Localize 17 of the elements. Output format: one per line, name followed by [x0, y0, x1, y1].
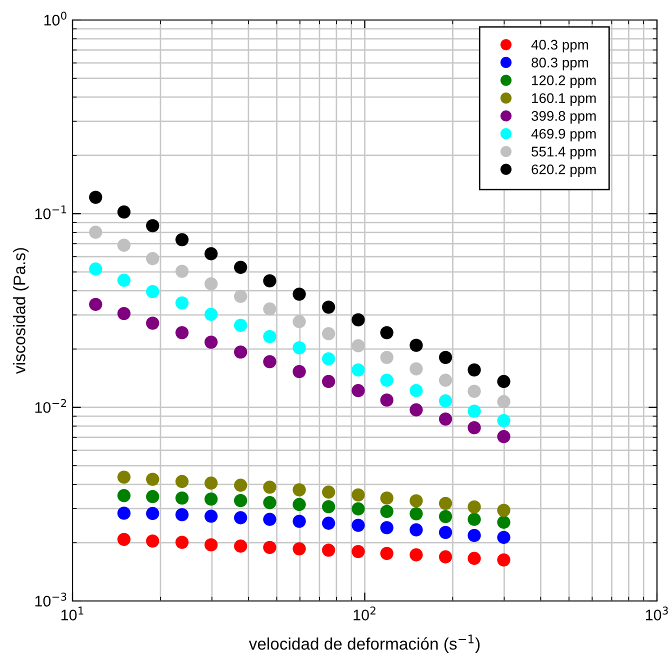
legend-label: 160.1 ppm [532, 93, 596, 106]
legend-label: 620.2 ppm [532, 164, 596, 178]
y-tick-label: 10$^{−1}$ [35, 205, 66, 220]
legend-label: 40.3 ppm [531, 40, 588, 52]
y-tick-label: 10$^{0}$ [44, 12, 66, 26]
x-tick-label: 10$^{2}$ [354, 606, 376, 620]
legend-label: 469.9 ppm [531, 128, 596, 142]
legend-label: 399.8 ppm [532, 111, 596, 124]
legend-label: 80.3 ppm [532, 58, 588, 70]
x-tick-label: 10$^{3}$ [646, 606, 668, 620]
y-axis-title: viscosidad (Pa.s) [13, 248, 29, 374]
x-tick-label: 10$^{1}$ [61, 606, 84, 620]
y-tick-label: 10$^{−3}$ [35, 592, 66, 607]
legend-label: 551.4 ppm [532, 146, 596, 160]
legend-label: 120.2 ppm [532, 75, 596, 88]
x-axis-title: velocidad de deformación (s$^{−1}$) [248, 634, 480, 654]
y-tick-label: 10$^{−2}$ [35, 398, 66, 413]
